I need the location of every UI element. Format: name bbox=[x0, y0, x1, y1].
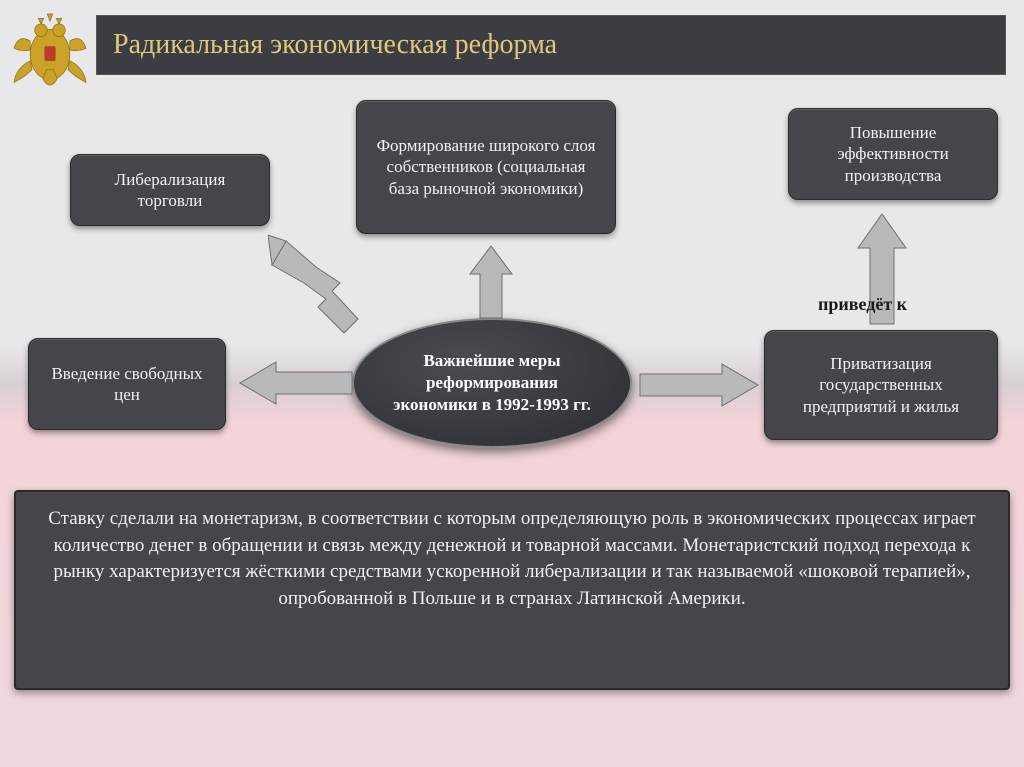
bottom-text: Ставку сделали на монетаризм, в соответс… bbox=[48, 508, 976, 609]
box-trade-liberalization: Либерализация торговли bbox=[70, 154, 270, 226]
annotation-leads-to: приведёт к bbox=[818, 294, 907, 315]
box-trade-text: Либерализация торговли bbox=[85, 169, 255, 212]
box-free-prices: Введение свободных цен bbox=[28, 338, 226, 430]
russian-eagle-emblem bbox=[5, 5, 95, 95]
arrow-to-privat bbox=[636, 360, 762, 410]
box-owners-formation: Формирование широкого слоя собственников… bbox=[356, 100, 616, 234]
arrow-to-trade bbox=[268, 225, 388, 335]
center-oval: Важнейшие меры реформирования экономики … bbox=[352, 318, 632, 448]
slide-title: Радикальная экономическая реформа bbox=[113, 29, 557, 61]
box-privatization: Приватизация государственных предприятий… bbox=[764, 330, 998, 440]
box-privat-text: Приватизация государственных предприятий… bbox=[779, 353, 983, 417]
arrow-to-prices bbox=[236, 358, 356, 408]
arrow-to-owners bbox=[466, 242, 516, 322]
box-efficiency-text: Повышение эффективности производства bbox=[803, 122, 983, 186]
box-prices-text: Введение свободных цен bbox=[43, 363, 211, 406]
center-text: Важнейшие меры реформирования экономики … bbox=[382, 350, 602, 416]
box-owners-text: Формирование широкого слоя собственников… bbox=[371, 135, 601, 199]
box-efficiency: Повышение эффективности производства bbox=[788, 108, 998, 200]
bottom-explanation-panel: Ставку сделали на монетаризм, в соответс… bbox=[14, 490, 1010, 690]
slide-title-bar: Радикальная экономическая реформа bbox=[96, 15, 1006, 75]
